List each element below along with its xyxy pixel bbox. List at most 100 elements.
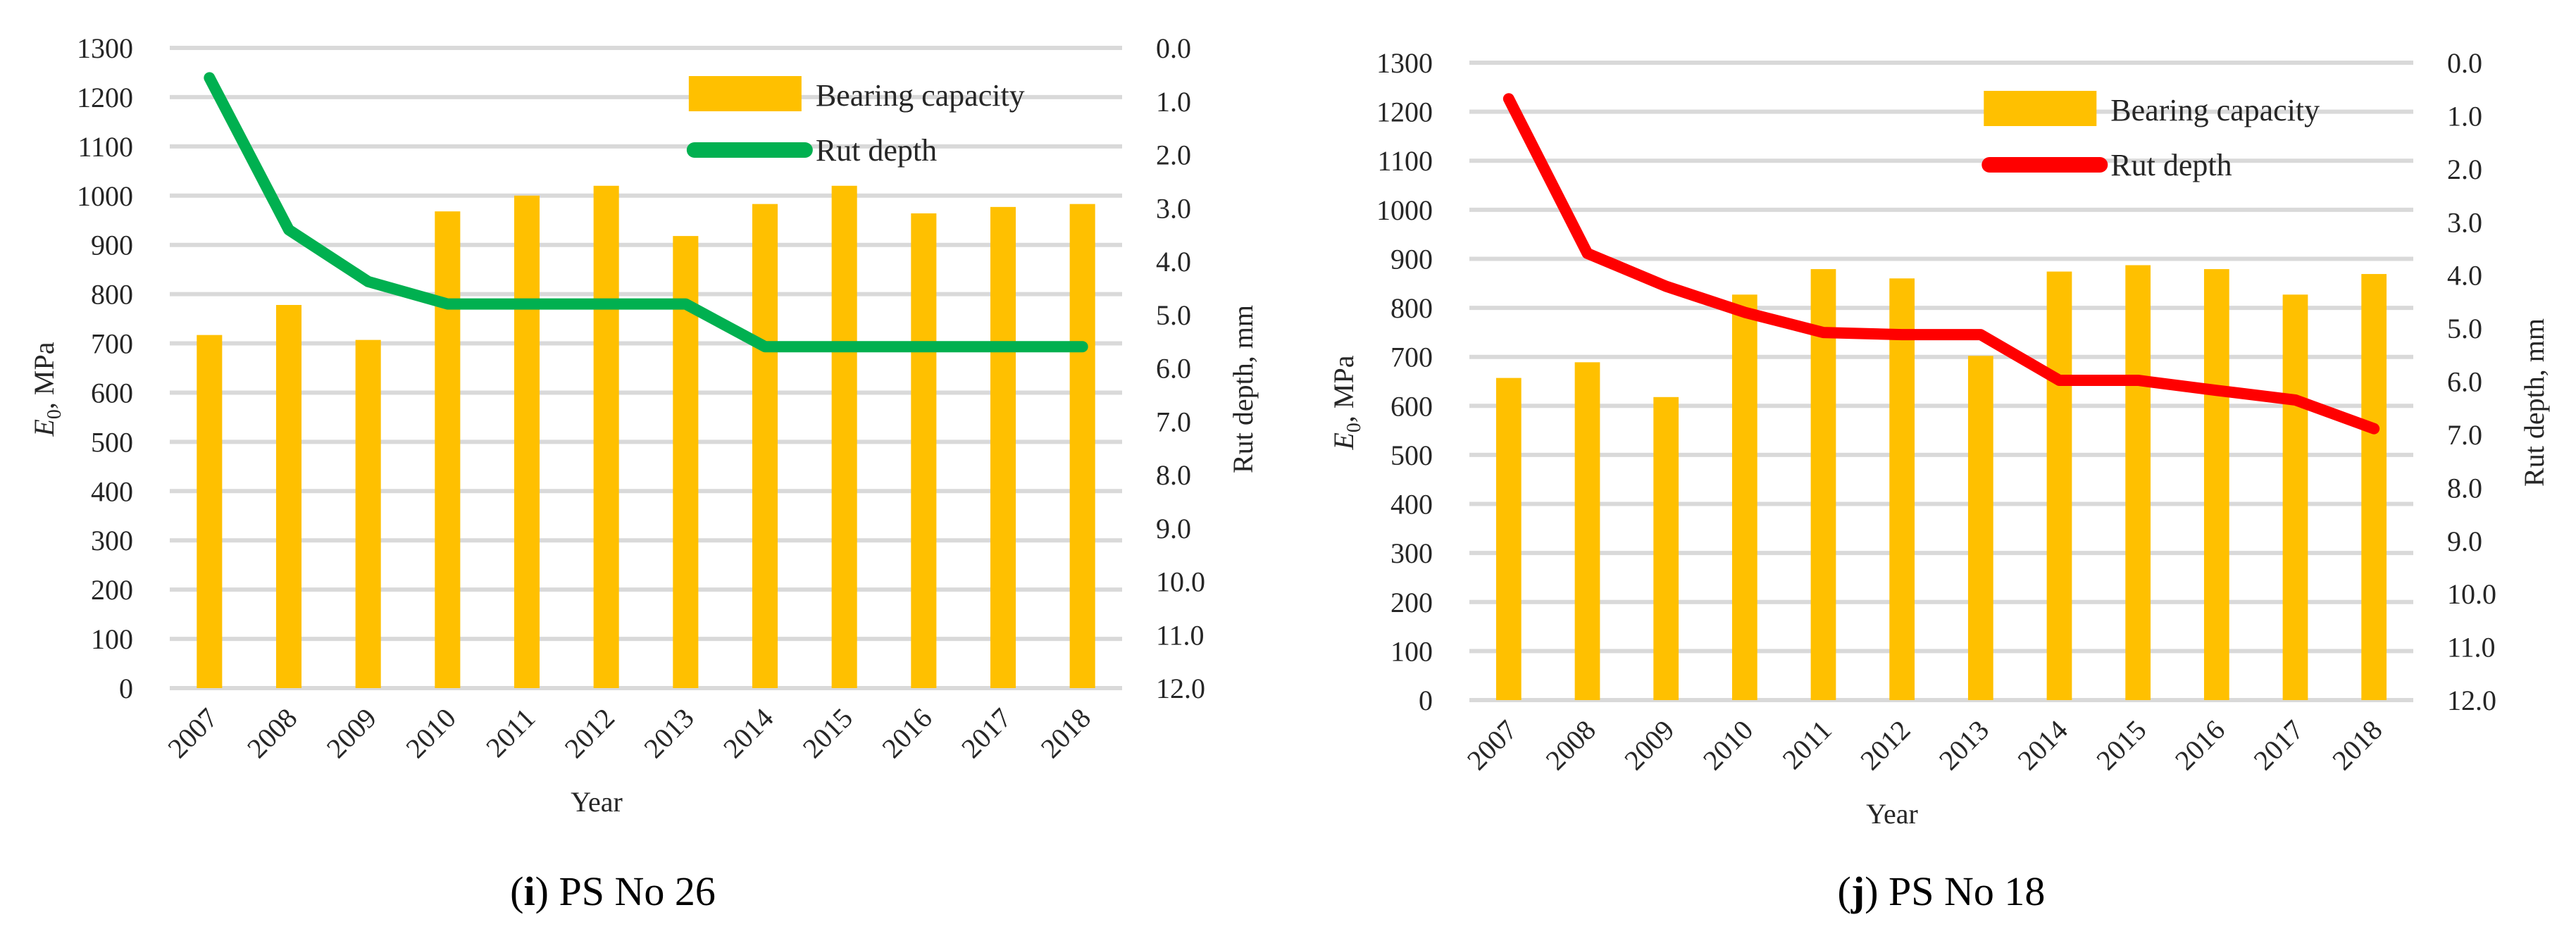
x-tick-label: 2016 [876, 702, 938, 764]
y-tick-label: 1300 [1376, 47, 1433, 79]
y2-tick-label: 0.0 [1156, 32, 1191, 64]
chart-panel-i: 0 100 200 300 400 500 600 700 800 900 1000 1100 1200… [28, 32, 1259, 914]
x-tick-label: 2018 [1035, 702, 1097, 764]
bar-2014 [752, 204, 778, 689]
y-tick-label: 500 [91, 426, 133, 458]
chart-panel-j: 0 100 200 300 400 500 600 700 800 900 1000 1100 1200… [1328, 47, 2550, 914]
y-tick-label: 100 [1390, 635, 1433, 667]
bar-2018 [1069, 204, 1095, 689]
x-tick-label: 2017 [955, 702, 1017, 764]
y2-tick-label: 2.0 [2447, 154, 2482, 185]
x-axis-label: Year [571, 786, 623, 818]
bar-2017 [2282, 294, 2308, 700]
y2-tick-label: 12.0 [1156, 673, 1205, 704]
y-tick-label: 700 [91, 328, 133, 360]
bar-2014 [2046, 271, 2072, 700]
y2-tick-label: 5.0 [1156, 299, 1191, 331]
legend-label-bearing: Bearing capacity [2110, 93, 2320, 127]
x-tick-label: 2013 [637, 702, 699, 764]
y2-tick-label: 6.0 [2447, 366, 2482, 398]
panel-caption: (j) PS No 18 [1838, 868, 2046, 914]
y-tick-label: 1000 [77, 180, 133, 212]
y-tick-label: 900 [91, 230, 133, 261]
y2-tick-label: 11.0 [2447, 632, 2496, 663]
y-axis-label-symbol: E [28, 419, 60, 437]
bar-2017 [990, 206, 1016, 688]
caption-paren: ( [1838, 868, 1851, 914]
legend-swatch-bar [688, 76, 802, 111]
y-tick-label: 1100 [77, 131, 133, 163]
x-tick-label: 2014 [717, 702, 779, 764]
y-tick-label: 1300 [77, 32, 133, 64]
x-axis-label: Year [1866, 798, 1918, 830]
bar-2012 [593, 185, 619, 688]
bar-2016 [911, 213, 937, 688]
y-tick-label: 500 [1390, 439, 1433, 471]
bar-2009 [1653, 397, 1679, 700]
y-tick-label: 900 [1390, 243, 1433, 275]
rut-depth-line [204, 72, 1088, 353]
y2-tick-label: 9.0 [1156, 513, 1191, 544]
y-tick-label: 0 [1419, 685, 1433, 716]
x-tick-label: 2010 [1697, 714, 1759, 776]
y-axis-label-subscript: 0 [1343, 423, 1365, 432]
y-axis-label-unit: , MPa [28, 342, 60, 409]
y-tick-label: 600 [1390, 390, 1433, 422]
y2-tick-label: 1.0 [1156, 86, 1191, 118]
bar-2008 [1574, 362, 1600, 700]
y-tick-label: 1200 [77, 82, 133, 113]
y2-tick-label: 6.0 [1156, 353, 1191, 385]
y-tick-label: 0 [119, 673, 133, 704]
y-tick-label: 100 [91, 623, 133, 655]
x-tick-label: 2015 [797, 702, 859, 764]
bar-2010 [1731, 294, 1757, 700]
y-tick-label: 200 [91, 574, 133, 606]
x-tick-label: 2007 [1461, 714, 1523, 776]
x-tick-label: 2007 [161, 702, 223, 764]
y-tick-label: 300 [91, 525, 133, 556]
x-tick-label: 2009 [321, 702, 382, 764]
caption-paren: ( [510, 868, 523, 914]
x-tick-label: 2013 [1933, 714, 1995, 776]
y2-axis-label: Rut depth, mm [2518, 318, 2550, 487]
bar-2013 [1967, 356, 1993, 700]
y-tick-label: 800 [1390, 292, 1433, 324]
x-tick-label: 2009 [1618, 714, 1680, 776]
bar-2011 [514, 195, 540, 688]
y2-tick-label: 8.0 [2447, 472, 2482, 504]
bar-2007 [197, 335, 223, 688]
y2-tick-label: 4.0 [1156, 246, 1191, 277]
y2-tick-label: 3.0 [2447, 206, 2482, 238]
y-tick-label: 400 [91, 475, 133, 507]
y2-tick-label: 10.0 [2447, 578, 2496, 610]
bar-2009 [355, 339, 381, 688]
x-tick-label: 2011 [1777, 714, 1838, 775]
y-axis-label-unit: , MPa [1328, 355, 1359, 423]
caption-letter: j [1850, 868, 1865, 914]
x-tick-label: 2015 [2090, 714, 2152, 776]
x-tick-label: 2016 [2169, 714, 2231, 776]
y-axis-label-symbol: E [1328, 432, 1359, 450]
y-axis-label-subscript: 0 [44, 409, 66, 419]
bar-2011 [1810, 269, 1836, 700]
caption-paren: ) [1865, 868, 1889, 914]
y2-axis-label: Rut depth, mm [1227, 305, 1259, 473]
caption-text: PS No 26 [559, 868, 715, 914]
x-tick-label: 2014 [2011, 714, 2073, 776]
y-tick-label: 1000 [1376, 194, 1433, 226]
bar-2012 [1889, 278, 1915, 700]
y2-tick-label: 5.0 [2447, 313, 2482, 344]
y-axis-label: E0, MPa [28, 342, 66, 437]
x-tick-label: 2017 [2247, 714, 2309, 776]
y2-tick-label: 1.0 [2447, 100, 2482, 132]
x-tick-label: 2018 [2326, 714, 2388, 776]
y2-tick-label: 2.0 [1156, 139, 1191, 171]
rut-depth-line [1502, 93, 2380, 435]
bar-2007 [1495, 378, 1522, 700]
x-tick-label: 2010 [399, 702, 461, 764]
y2-tick-label: 7.0 [2447, 419, 2482, 451]
caption-paren: ) [535, 868, 559, 914]
caption-letter: i [523, 868, 535, 914]
legend-swatch-bar [1984, 91, 2097, 126]
